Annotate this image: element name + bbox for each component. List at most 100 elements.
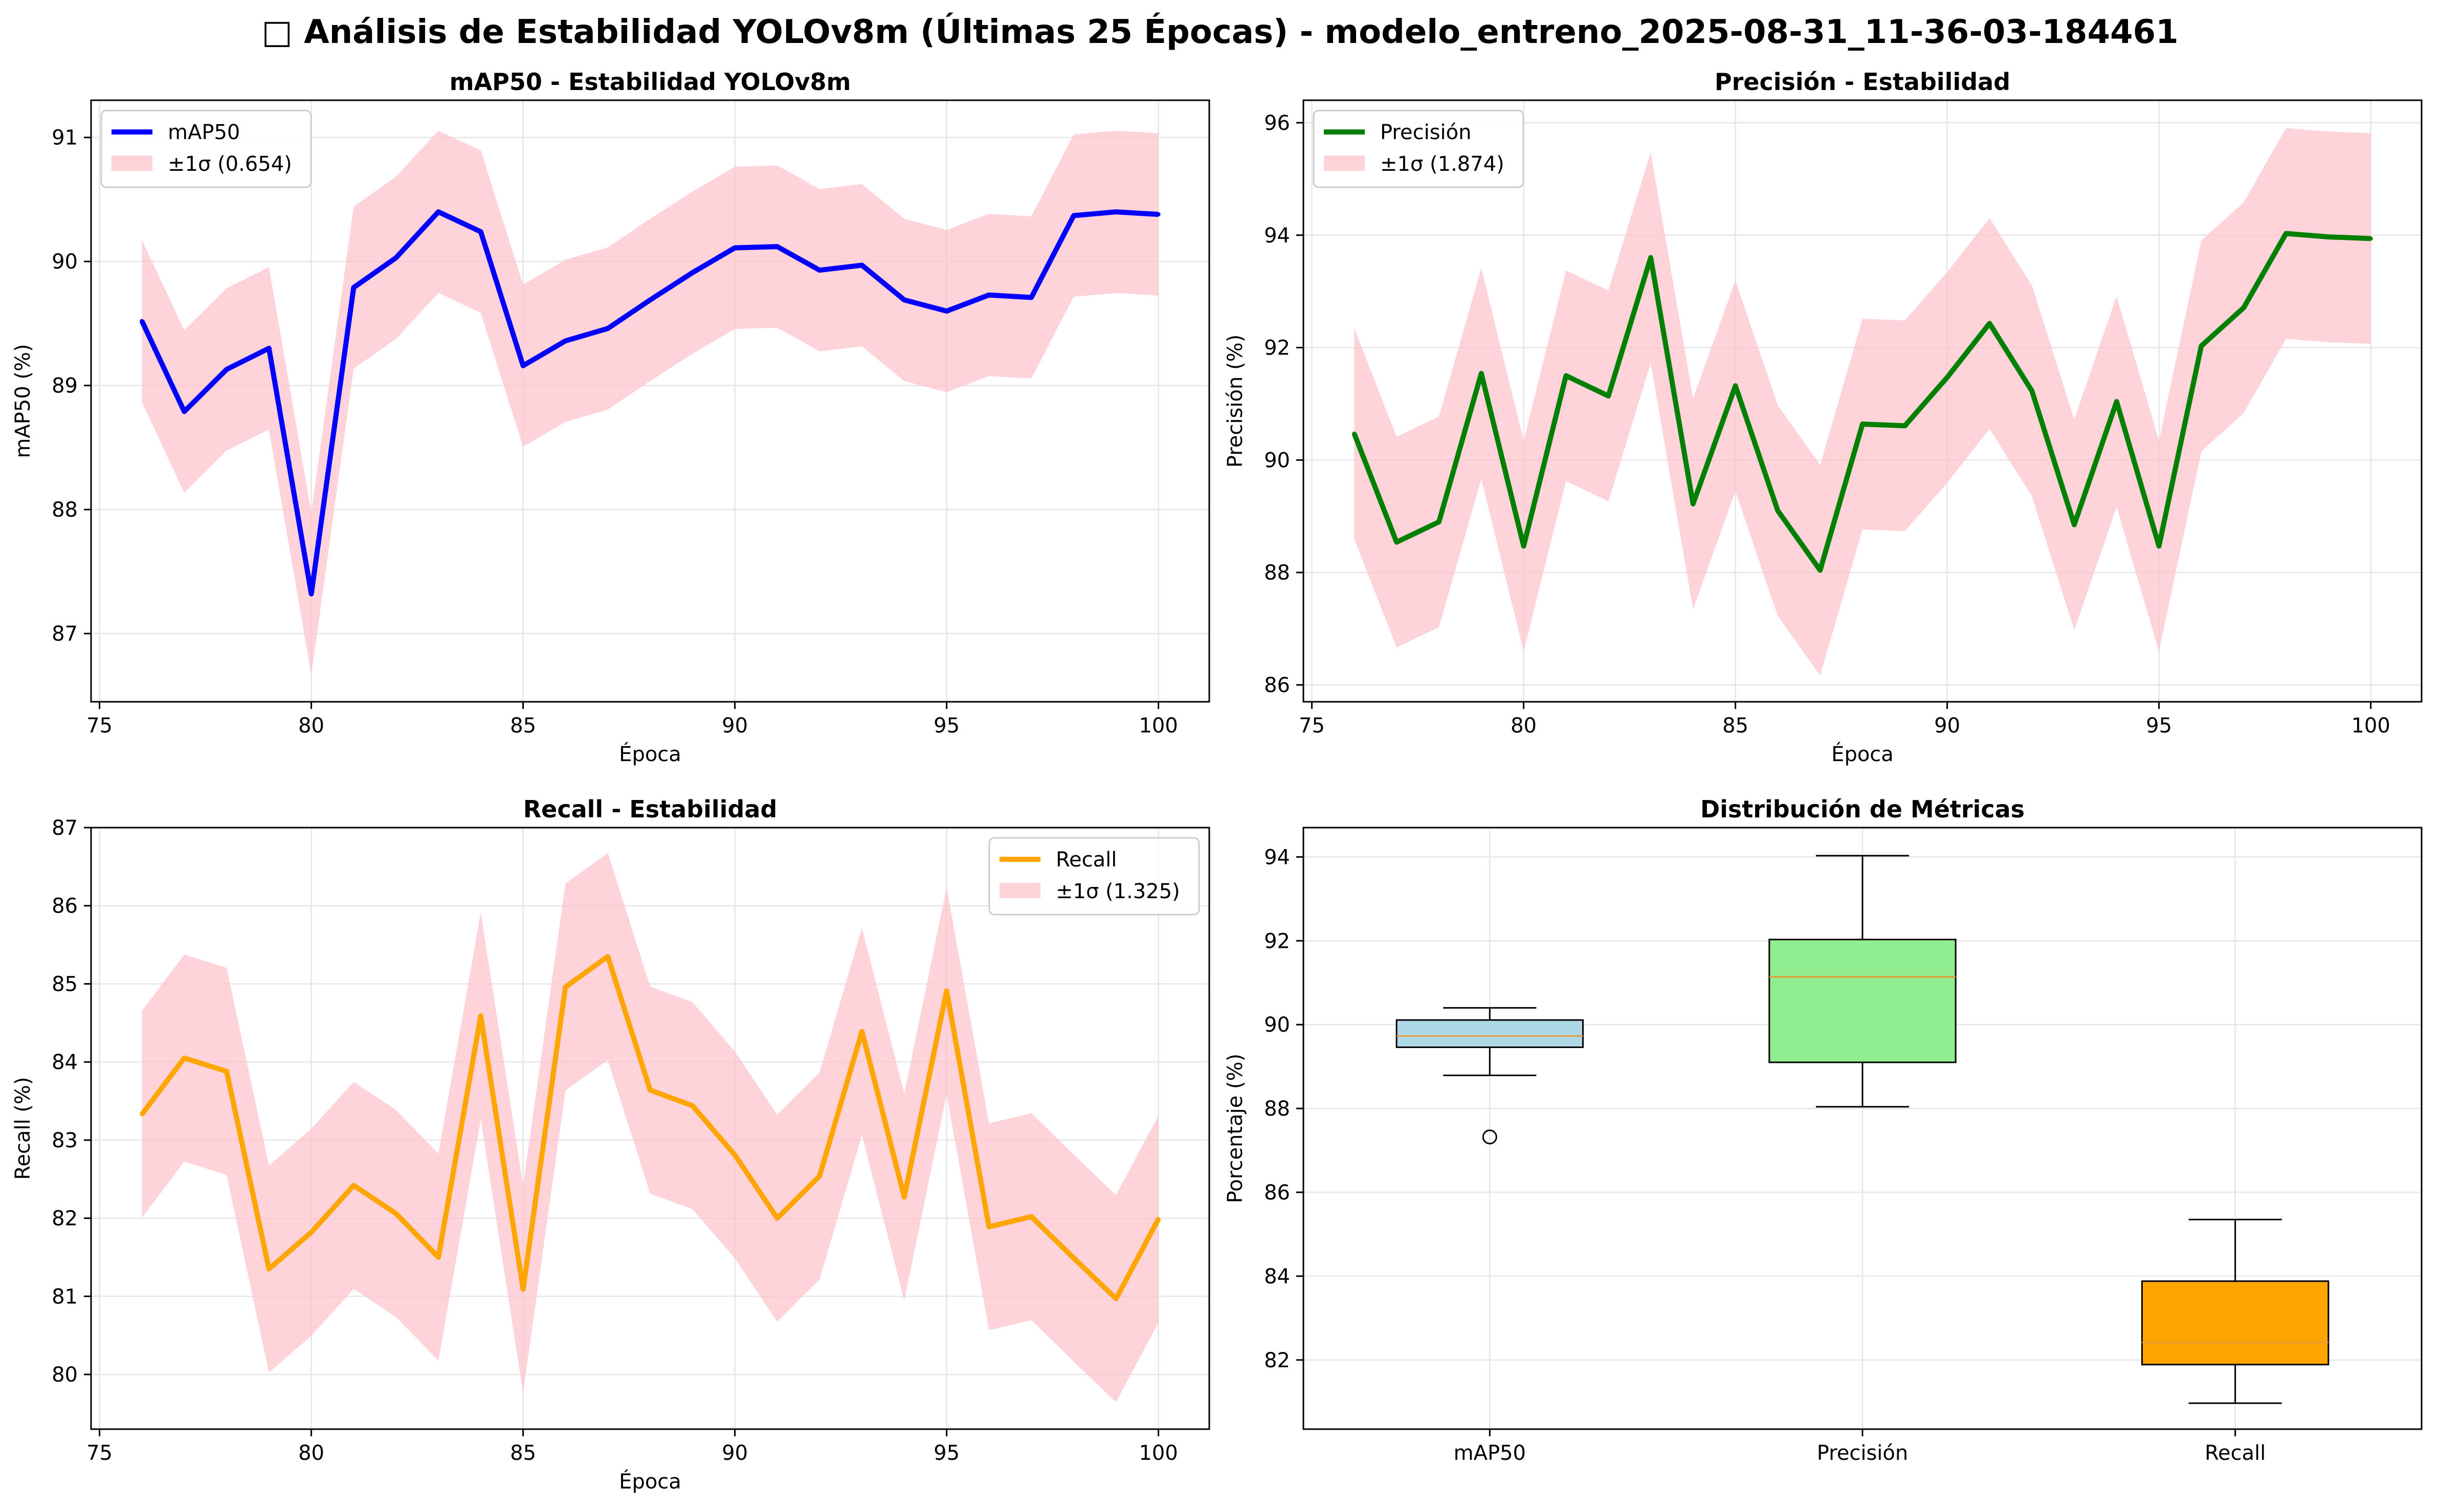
data-point [1114, 1296, 1118, 1301]
data-point [140, 319, 144, 323]
data-point [1436, 520, 1441, 524]
y-tick-label: 84 [52, 1051, 78, 1074]
legend-band-swatch [112, 155, 152, 171]
data-point [436, 210, 440, 214]
data-point [860, 1029, 864, 1034]
data-point [563, 339, 568, 343]
data-point [2368, 236, 2373, 241]
data-point [1156, 212, 1161, 217]
y-tick-label: 87 [52, 622, 78, 646]
data-point [733, 1152, 737, 1157]
legend-frame [100, 109, 312, 188]
box-precisión [1768, 855, 1957, 1108]
y-tick-label: 88 [52, 498, 78, 522]
x-tick-label: Precisión [1817, 1441, 1908, 1465]
y-tick-label: 90 [52, 250, 78, 274]
data-point [224, 1069, 229, 1074]
x-tick-label: 80 [1511, 714, 1537, 738]
data-point [817, 1174, 822, 1179]
data-point [606, 326, 610, 331]
legend-band-label: ±1σ (1.874) [1380, 152, 1504, 176]
y-axis-label: Porcentaje (%) [1224, 1054, 1247, 1204]
y-axis-label: mAP50 (%) [11, 344, 35, 458]
x-tick-label: 95 [934, 714, 960, 738]
y-tick-label: 82 [1264, 1349, 1290, 1372]
data-point [1479, 371, 1483, 376]
y-tick-label: 85 [52, 972, 78, 996]
data-point [1860, 422, 1865, 427]
data-point [563, 985, 568, 989]
data-point [944, 309, 949, 314]
data-point [775, 244, 780, 249]
data-point [1776, 508, 1780, 513]
y-tick-label: 86 [1264, 674, 1290, 697]
charts-container: 87 88 89 90 91 75 80 85 90 95 100 Época mAP50 (%) mAP… [11, 68, 2423, 1494]
data-point [648, 1088, 652, 1093]
sigma-band [142, 853, 1159, 1403]
x-tick-label: 90 [722, 714, 748, 738]
data-point [1691, 502, 1695, 506]
x-tick-label: 85 [510, 1441, 536, 1465]
data-point [2030, 389, 2034, 393]
legend: Recall ±1σ (1.325) [988, 837, 1200, 916]
data-point [902, 298, 906, 302]
x-axis-label: Época [1831, 742, 1894, 766]
data-point [1156, 1217, 1161, 1221]
chart-title: Precisión - Estabilidad [1715, 68, 2010, 96]
data-point [2326, 235, 2331, 239]
data-point [2072, 522, 2077, 527]
data-point [1648, 255, 1653, 260]
title-text: Análisis de Estabilidad YOLOv8m (Últimas… [304, 12, 2179, 51]
title-icon: □ [261, 13, 292, 51]
data-point [1945, 375, 1949, 380]
x-axis-label: Época [619, 742, 681, 766]
data-point [478, 230, 483, 234]
y-tick-label: 88 [1264, 1097, 1290, 1121]
x-tick-label: 75 [86, 714, 113, 738]
chart-panel-1: 87 88 89 90 91 75 80 85 90 95 100 Época mAP50 (%) mAP… [11, 68, 1210, 766]
data-point [1521, 544, 1526, 548]
y-tick-label: 84 [1264, 1265, 1290, 1288]
y-tick-label: 96 [1264, 112, 1290, 135]
chart-panel-3: 80 81 82 83 84 85 86 87 75 80 85 90 95 100 Época Recall… [11, 795, 1210, 1494]
data-point [2199, 344, 2204, 348]
data-point [521, 363, 525, 368]
data-point [1072, 213, 1076, 218]
axes-frame [90, 99, 1210, 703]
y-tick-label: 94 [1264, 846, 1290, 869]
y-tick-label: 82 [52, 1207, 78, 1231]
data-point [436, 1255, 440, 1259]
box-iqr [1395, 1019, 1584, 1048]
data-point [140, 1112, 144, 1117]
box-iqr [1768, 939, 1957, 1063]
y-tick-label: 88 [1264, 561, 1290, 585]
outlier-point [1482, 1129, 1497, 1145]
legend-band-swatch [1324, 155, 1365, 171]
x-tick-label: 80 [298, 1441, 324, 1465]
data-point [267, 346, 271, 350]
data-point [1733, 384, 1738, 388]
chart-title: Recall - Estabilidad [523, 795, 778, 823]
y-tick-label: 92 [1264, 929, 1290, 953]
sigma-band [1354, 128, 2371, 676]
data-point [1352, 431, 1357, 436]
data-point [902, 1195, 906, 1199]
y-tick-label: 87 [52, 816, 78, 840]
data-point [690, 1103, 695, 1108]
y-tick-label: 90 [1264, 449, 1290, 472]
data-point [2114, 399, 2119, 404]
legend: mAP50 ±1σ (0.654) [100, 109, 312, 188]
y-tick-label: 86 [52, 895, 78, 918]
data-point [351, 285, 356, 290]
data-point [2284, 231, 2289, 236]
x-tick-label: 80 [298, 714, 324, 738]
x-tick-label: 75 [86, 1441, 113, 1465]
x-tick-label: 85 [510, 714, 536, 738]
x-tick-label: 95 [2146, 714, 2172, 738]
x-axis-label: Época [619, 1469, 681, 1494]
legend-band-swatch [1000, 883, 1040, 898]
axes-frame [90, 827, 1210, 1430]
data-point [309, 1230, 314, 1235]
y-tick-label: 86 [1264, 1181, 1290, 1205]
